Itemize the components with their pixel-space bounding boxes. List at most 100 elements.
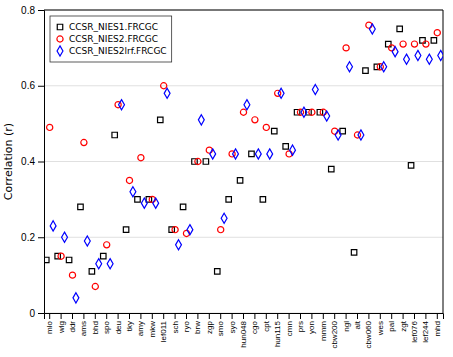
point xyxy=(312,84,318,94)
x-tick: mhd xyxy=(433,313,442,337)
point xyxy=(423,41,429,47)
x-tick-mark xyxy=(95,313,96,319)
x-tick: mlo xyxy=(45,313,54,334)
x-tick: wes xyxy=(376,313,385,336)
point xyxy=(96,259,102,269)
point xyxy=(135,197,140,202)
x-axis: mlowlgddramsbhdspodeutkyamymkwlef011schr… xyxy=(45,313,444,349)
x-tick-label: pal xyxy=(387,321,396,332)
point xyxy=(351,250,356,255)
x-tick: zgt xyxy=(399,313,408,332)
point xyxy=(78,204,83,209)
y-tick-label: 0 xyxy=(29,308,35,319)
x-tick-mark xyxy=(186,313,187,319)
x-tick-mark xyxy=(72,313,73,319)
point xyxy=(203,159,208,164)
point xyxy=(58,253,64,259)
x-tick-label: mkw xyxy=(148,321,157,338)
x-tick-mark xyxy=(140,313,141,319)
x-tick-label: yon xyxy=(307,321,316,334)
point xyxy=(187,225,193,235)
x-tick-mark xyxy=(391,313,392,319)
x-tick-mark xyxy=(403,313,404,319)
point xyxy=(141,198,147,208)
point xyxy=(198,115,204,125)
x-tick-mark xyxy=(243,313,244,319)
point xyxy=(66,257,71,262)
point xyxy=(215,269,220,274)
x-tick-mark xyxy=(425,313,426,319)
point xyxy=(104,242,110,248)
y-axis: 00.20.40.60.8 xyxy=(21,5,44,319)
point xyxy=(84,236,90,246)
x-tick-mark xyxy=(220,313,221,319)
point xyxy=(226,197,231,202)
point xyxy=(252,117,258,123)
x-tick: cgo xyxy=(250,313,259,334)
x-tick-label: brw xyxy=(193,321,202,334)
point xyxy=(233,149,239,159)
x-tick: ryo xyxy=(182,313,191,332)
point xyxy=(263,124,269,130)
x-tick-label: cpt xyxy=(262,320,271,331)
x-tick-label: ams xyxy=(79,321,88,336)
grid-line xyxy=(44,10,443,11)
x-tick-label: syo xyxy=(228,320,237,333)
point xyxy=(272,128,277,133)
point xyxy=(278,88,284,98)
point xyxy=(221,213,227,223)
point xyxy=(62,232,68,242)
point xyxy=(369,24,375,34)
x-tick-mark xyxy=(106,313,107,319)
point xyxy=(347,62,353,72)
x-tick-label: hun115 xyxy=(273,320,282,347)
y-tick-mark xyxy=(38,237,44,238)
y-tick-mark xyxy=(38,86,44,87)
frame xyxy=(44,10,443,11)
point xyxy=(301,107,307,117)
point xyxy=(329,166,334,171)
x-tick: cmn xyxy=(285,313,294,336)
x-tick: cbw060 xyxy=(364,313,373,349)
point xyxy=(386,41,391,46)
point xyxy=(283,144,288,149)
x-tick: wlg xyxy=(57,313,66,334)
grid-line xyxy=(44,237,443,238)
x-tick-label: ngl xyxy=(342,321,351,332)
x-tick: mkw xyxy=(148,313,157,337)
point xyxy=(415,50,421,60)
point xyxy=(47,124,53,130)
x-tick-label: amy xyxy=(136,321,145,336)
point xyxy=(426,54,432,64)
x-tick-mark xyxy=(368,313,369,319)
x-tick: deu xyxy=(114,313,123,334)
x-tick: mmm xyxy=(319,313,328,341)
x-tick-mark xyxy=(300,313,301,319)
x-tick: syo xyxy=(228,313,237,333)
x-tick-mark xyxy=(129,313,130,319)
x-tick-mark xyxy=(61,313,62,319)
x-tick-mark xyxy=(289,313,290,319)
x-tick-label: deu xyxy=(114,321,123,334)
x-tick-label: zgt xyxy=(399,320,408,331)
point xyxy=(244,100,250,110)
x-tick-label: lef011 xyxy=(159,320,168,342)
x-tick-mark xyxy=(334,313,335,319)
x-tick: ams xyxy=(79,313,88,336)
y-tick-label: 0.2 xyxy=(21,232,35,243)
x-tick: smo xyxy=(216,313,225,336)
point xyxy=(195,158,201,164)
point xyxy=(335,130,341,140)
point xyxy=(101,253,106,258)
point xyxy=(112,132,117,137)
point xyxy=(408,163,413,168)
point xyxy=(153,198,159,208)
point xyxy=(381,62,387,72)
point xyxy=(420,38,425,43)
x-axis-line xyxy=(45,314,444,320)
x-tick-label: mhd xyxy=(433,321,442,337)
legend-label: CCSR_NIES1.FRCGC xyxy=(69,22,158,32)
x-tick: spo xyxy=(102,313,111,334)
point xyxy=(340,128,345,133)
x-tick-label: cbw200 xyxy=(330,320,339,348)
